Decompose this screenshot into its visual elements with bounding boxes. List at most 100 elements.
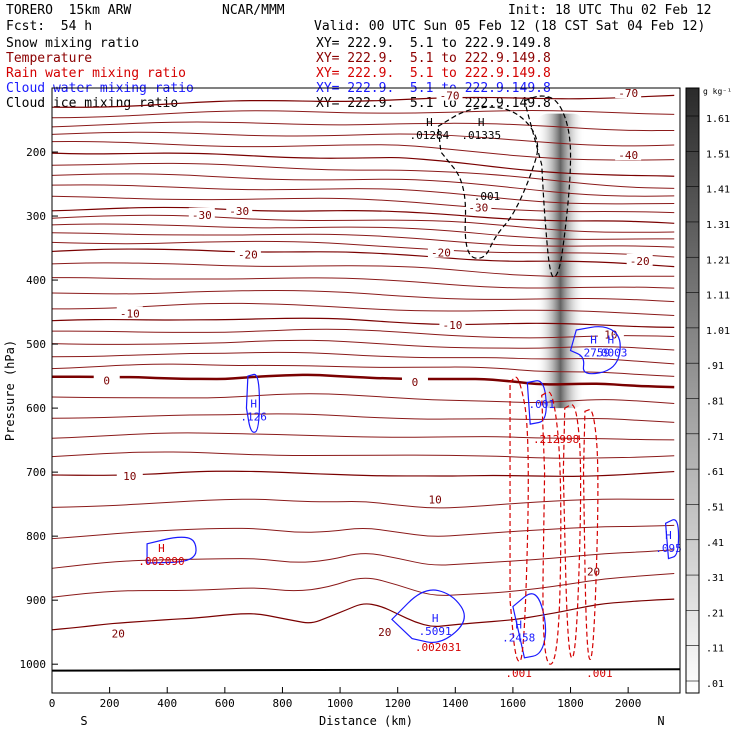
max-marker-cloud-water: H bbox=[250, 398, 257, 411]
colorbar-level-label: .21 bbox=[706, 608, 724, 619]
isotherm-label-bg bbox=[226, 203, 253, 216]
isotherm-label: -20 bbox=[431, 247, 451, 260]
colorbar-level-label: .91 bbox=[706, 361, 724, 372]
x-tick-label: 1000 bbox=[327, 697, 354, 710]
isotherm-line bbox=[51, 451, 675, 459]
y-tick-label: 600 bbox=[26, 402, 46, 415]
max-marker-cloud-water: H bbox=[608, 334, 615, 347]
max-value-cloud-water: .2759 bbox=[577, 347, 610, 360]
isotherm-line bbox=[51, 232, 675, 248]
isotherm-label: -20 bbox=[238, 248, 258, 261]
isotherm-label-bg bbox=[105, 626, 132, 639]
colorbar-level-label: .11 bbox=[706, 644, 724, 655]
legend-field-label: Snow mixing ratio bbox=[6, 36, 140, 51]
snow-contour bbox=[437, 106, 539, 259]
isotherm-label-bg bbox=[580, 564, 607, 577]
isotherm-label: -70 bbox=[618, 87, 638, 100]
max-marker-cloud-water: H bbox=[590, 334, 597, 347]
isotherm-line bbox=[51, 289, 675, 303]
isotherm-line bbox=[51, 131, 675, 147]
max-value-rain: .002031 bbox=[415, 641, 461, 654]
isotherm-label-bg bbox=[116, 468, 143, 481]
rain-contour bbox=[541, 391, 562, 665]
x-tick-label: 0 bbox=[49, 697, 56, 710]
y-tick-label: 800 bbox=[26, 530, 46, 543]
cloud-water-contour bbox=[146, 536, 197, 564]
isotherm-label: 10 bbox=[123, 470, 136, 483]
snow-contour bbox=[523, 95, 572, 278]
cloud-water-contour bbox=[391, 589, 465, 643]
cloud-water-contour bbox=[569, 326, 621, 375]
isotherm-label-bg bbox=[93, 373, 120, 386]
y-tick-label: 700 bbox=[26, 466, 46, 479]
max-value-snow: .001 bbox=[474, 190, 501, 203]
endpoint-right-label: N bbox=[657, 714, 664, 728]
isotherm-label: -20 bbox=[630, 255, 650, 268]
isotherm-line bbox=[51, 121, 675, 132]
isotherm-line bbox=[51, 351, 675, 365]
isotherm-line bbox=[51, 498, 675, 509]
isotherm-label: 0 bbox=[412, 376, 419, 389]
endpoint-left-label: S bbox=[80, 714, 87, 728]
isotherm-label-bg bbox=[371, 625, 398, 638]
isotherm-line-labeled bbox=[51, 206, 675, 224]
colorbar bbox=[685, 87, 700, 694]
isotherm-label-bg bbox=[465, 200, 492, 213]
isotherm-label-bg bbox=[427, 245, 454, 258]
colorbar-level-label: 1.61 bbox=[706, 114, 730, 125]
colorbar-level-label: 1.21 bbox=[706, 255, 730, 266]
isotherm-line bbox=[51, 413, 675, 423]
max-value-cloud-water: .5091 bbox=[419, 625, 452, 638]
isotherm-label-bg bbox=[234, 247, 261, 260]
isotherm-label-bg bbox=[597, 327, 624, 340]
isotherm-label: 10 bbox=[429, 494, 442, 507]
plot-frame bbox=[51, 87, 681, 694]
isotherm-line bbox=[51, 240, 675, 258]
legend-field-xy: XY= 222.9. 5.1 to 222.9.149.8 bbox=[316, 66, 551, 81]
isotherm-label-bg bbox=[116, 306, 143, 319]
isotherm-label: -10 bbox=[442, 319, 462, 332]
cloud-water-contour bbox=[664, 519, 680, 560]
isotherm-label: -30 bbox=[229, 205, 249, 218]
y-tick-label: 400 bbox=[26, 274, 46, 287]
isotherm-line bbox=[51, 110, 675, 119]
isotherm-line bbox=[51, 524, 675, 540]
rain-contour bbox=[582, 409, 599, 660]
max-marker-cloud-water: H bbox=[665, 529, 672, 542]
isotherm-label: -70 bbox=[440, 90, 460, 103]
legend-field-xy: XY= 222.9. 5.1 to 222.9.149.8 bbox=[316, 36, 551, 51]
max-value-cloud-water: .126 bbox=[240, 411, 267, 424]
y-tick-label: 900 bbox=[26, 594, 46, 607]
isotherm-label: -30 bbox=[192, 209, 212, 222]
y-tick-label: 500 bbox=[26, 338, 46, 351]
isotherm-label-bg bbox=[422, 492, 449, 505]
isotherm-line bbox=[51, 141, 675, 161]
isotherm-line bbox=[51, 549, 675, 569]
max-value-snow: .01335 bbox=[461, 129, 501, 142]
isotherm-line-labeled bbox=[51, 317, 675, 328]
legend-field-label: Temperature bbox=[6, 51, 93, 66]
isotherm-line-labeled bbox=[51, 248, 675, 268]
isotherm-label: -30 bbox=[468, 202, 488, 215]
isotherm-line bbox=[51, 432, 675, 441]
max-marker-cloud-water: H bbox=[432, 612, 439, 625]
isotherm-label-bg bbox=[401, 374, 428, 387]
isotherm-label: 0 bbox=[103, 375, 110, 388]
y-tick-label: 200 bbox=[26, 146, 46, 159]
isotherm-line-labeled bbox=[51, 373, 675, 389]
forecast-hour: Fcst: 54 h bbox=[6, 19, 93, 34]
colorbar-level-label: .41 bbox=[706, 538, 724, 549]
isotherm-label-bg bbox=[615, 86, 642, 99]
isotherm-line-labeled bbox=[51, 598, 675, 631]
isotherm-line bbox=[51, 277, 675, 289]
isotherm-label-bg bbox=[188, 207, 215, 220]
x-tick-label: 2000 bbox=[615, 697, 642, 710]
isotherm-label: -10 bbox=[120, 307, 140, 320]
colorbar-level-label: .81 bbox=[706, 397, 724, 408]
y-tick-label: 300 bbox=[26, 210, 46, 223]
cloud-water-contour bbox=[512, 593, 547, 659]
colorbar-level-label: 1.01 bbox=[706, 326, 730, 337]
max-marker-snow: H bbox=[426, 116, 433, 129]
x-tick-label: 600 bbox=[215, 697, 235, 710]
